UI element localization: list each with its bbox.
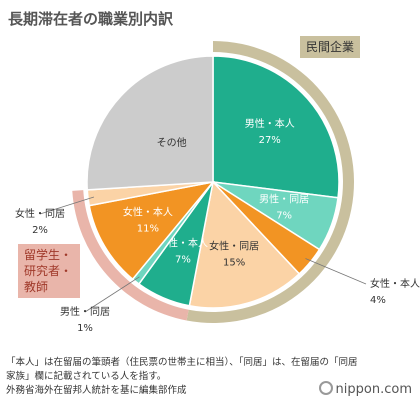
note: 「本人」は在留届の筆頭者（住民票の世帯主に相当）、「同居」は、在留届の「同居家族… [6,357,358,382]
source: 外務省海外在留邦人統計を基に編集部作成 [6,385,187,396]
slice-label: その他 [157,136,187,149]
notes: 「本人」は在留届の筆頭者（住民票の世帯主に相当）、「同居」は、在留届の「同居家族… [6,356,366,398]
chart-title: 長期滞在者の職業別内訳 [8,10,174,28]
slice-label: 男性・同居 [259,193,309,206]
group-label: 留学生・研究者・教師 [18,244,80,298]
slice-label: 女性・同居 [15,207,65,220]
leader-line [305,258,367,285]
logo: nippon.com [318,381,412,397]
slice-label: 女性・本人 [123,205,173,218]
slice-label: 女性・本人 [370,277,420,290]
value-label: 1% [77,323,93,334]
value-label: 7% [175,254,191,265]
slice-label: 男性・同居 [60,305,110,318]
slice [212,55,340,199]
value-label: 2% [32,225,48,236]
slice [88,180,215,281]
value-label: 27% [259,135,281,146]
group-label: 民間企業 [300,36,361,58]
value-label: 15% [223,258,245,269]
value-label: 4% [370,295,386,306]
slice-label: 男性・本人 [245,117,295,130]
logo-text: nippon.com [335,382,412,397]
value-label: 11% [137,223,159,234]
slice [188,180,301,309]
value-label: 7% [276,211,292,222]
leader-line [39,196,95,215]
slice-label: 女性・同居 [209,240,259,253]
slice [86,55,214,191]
logo-icon [318,381,333,395]
leader-line [84,276,140,313]
group-ring [72,190,189,321]
